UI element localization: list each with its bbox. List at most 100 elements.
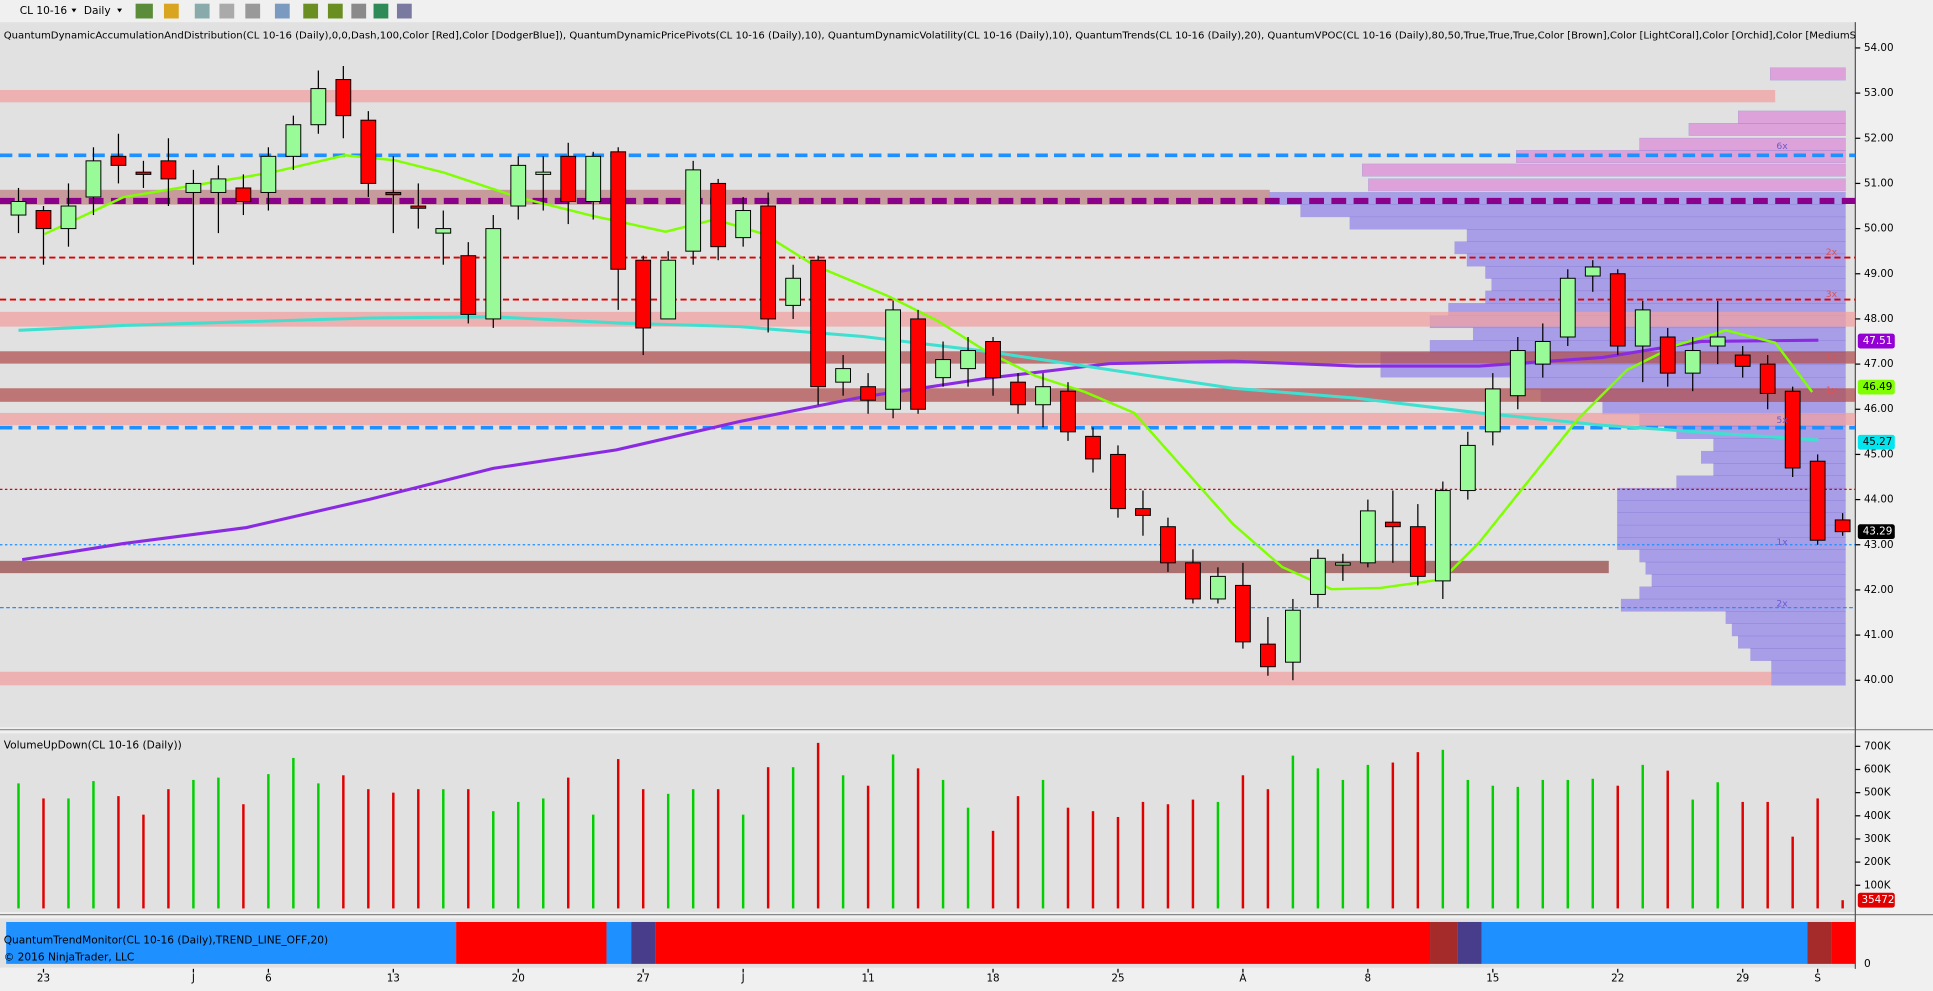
x-tick-label: 6 xyxy=(265,973,272,985)
volume-bar xyxy=(716,789,720,909)
pointer-button[interactable] xyxy=(245,3,261,19)
profile-label: 3x xyxy=(1826,289,1838,300)
volume-bar xyxy=(641,789,645,909)
candle-body xyxy=(310,88,327,126)
y-tick-label: 43.00 xyxy=(1864,539,1894,551)
volume-bar xyxy=(1141,801,1145,909)
candle-body xyxy=(1235,584,1251,643)
y-tick-label: 42.00 xyxy=(1864,584,1894,596)
volume-bar xyxy=(1516,786,1520,909)
trend-line-short xyxy=(43,154,1814,591)
volume-bar xyxy=(1266,789,1270,909)
profile-bar xyxy=(1731,623,1846,637)
profile-bar xyxy=(1771,660,1846,674)
volume-legend: VolumeUpDown(CL 10-16 (Daily)) xyxy=(4,740,182,752)
trend-monitor-legend: QuantumTrendMonitor(CL 10-16 (Daily),TRE… xyxy=(4,934,328,946)
price-marker-label: 45.27 xyxy=(1863,436,1893,448)
candle-body xyxy=(1434,490,1451,582)
toolbar-icons xyxy=(135,3,412,19)
candle-body xyxy=(735,210,752,239)
y-tick-label: 200K xyxy=(1864,856,1891,868)
volume-bar xyxy=(841,775,845,909)
candle-body xyxy=(185,182,202,193)
candle-body xyxy=(1459,444,1476,492)
dropdown-arrow[interactable] xyxy=(71,8,77,13)
volume-bar xyxy=(891,754,895,909)
volume-bar xyxy=(1066,807,1070,909)
vpoc-zone xyxy=(0,89,1776,103)
profile-bar xyxy=(1300,204,1846,218)
draw-button[interactable] xyxy=(163,3,179,19)
candle-body xyxy=(1384,521,1401,528)
y-tick-label: 600K xyxy=(1864,764,1891,776)
tool-button[interactable] xyxy=(194,3,210,19)
order-button[interactable] xyxy=(373,3,389,19)
y-tick-label: 44.00 xyxy=(1864,494,1894,506)
candle-body xyxy=(410,205,427,209)
candle-body xyxy=(1359,510,1376,564)
volume-bar xyxy=(941,779,945,909)
dropdown-arrow[interactable] xyxy=(117,8,123,13)
price-marker-label: 47.51 xyxy=(1863,335,1893,347)
candle-body xyxy=(510,164,527,207)
indicators-button[interactable] xyxy=(327,3,343,19)
y-tick-label: 48.00 xyxy=(1864,313,1894,325)
profile-bar xyxy=(1770,67,1846,81)
profile-bar xyxy=(1368,178,1846,192)
trend-segment xyxy=(606,921,632,964)
vpoc-zone xyxy=(0,412,1856,426)
candle-body xyxy=(1210,575,1226,600)
volume-bar xyxy=(1241,775,1245,909)
y-tick-label: 41.00 xyxy=(1864,629,1894,641)
price-marker xyxy=(1857,434,1895,450)
candle-body xyxy=(1509,350,1526,397)
x-tick-label: 20 xyxy=(512,973,525,985)
profile-bar xyxy=(1602,401,1846,415)
trend-segment xyxy=(631,921,656,964)
y-tick-label: 51.00 xyxy=(1864,177,1894,189)
volume-bar xyxy=(1191,799,1195,909)
y-tick-label: 100K xyxy=(1864,879,1891,891)
tool-button[interactable] xyxy=(219,3,235,19)
properties-button[interactable] xyxy=(303,3,319,19)
x-tick-label: A xyxy=(1239,973,1246,985)
price-marker-label: 43.29 xyxy=(1863,526,1893,538)
period-selector[interactable]: Daily xyxy=(84,5,111,17)
volume-bar xyxy=(1741,801,1744,909)
y-tick-label: 50.00 xyxy=(1864,223,1894,235)
x-tick-label: 15 xyxy=(1486,973,1499,985)
candle-body xyxy=(60,205,77,230)
trend-segment xyxy=(655,921,1431,964)
profile-bar xyxy=(1472,327,1846,341)
candle-body xyxy=(960,350,976,370)
volume-bar xyxy=(1716,782,1719,909)
candle-body xyxy=(1534,341,1551,365)
profile-bar xyxy=(1362,163,1846,177)
profile-bar xyxy=(1771,672,1846,686)
volume-bar xyxy=(417,789,420,909)
volume-bar xyxy=(1016,796,1020,909)
zoom-button[interactable] xyxy=(274,3,290,19)
y-tick-label: 45.00 xyxy=(1864,448,1894,460)
profile-bar xyxy=(1516,376,1846,390)
data-box-button[interactable] xyxy=(396,3,412,19)
candle-body xyxy=(1135,508,1151,516)
candle-body xyxy=(1285,609,1301,663)
strategies-button[interactable] xyxy=(351,3,367,19)
candle-body xyxy=(535,171,552,175)
price-marker xyxy=(1857,333,1895,349)
candle-body xyxy=(35,210,52,230)
x-tick-label: S xyxy=(1814,973,1821,985)
instrument-selector[interactable]: CL 10-16 xyxy=(20,5,68,17)
volume-bar xyxy=(616,759,620,909)
bar-type-button[interactable] xyxy=(135,3,153,19)
volume-bar xyxy=(1616,785,1619,909)
candle-body xyxy=(1484,388,1501,433)
candle-body xyxy=(660,259,677,320)
candle-body xyxy=(1809,460,1826,541)
volume-bar xyxy=(142,814,145,909)
vpoc-zone xyxy=(0,388,1856,402)
profile-label: 2x xyxy=(1826,247,1838,258)
volume-bar xyxy=(1341,779,1345,909)
